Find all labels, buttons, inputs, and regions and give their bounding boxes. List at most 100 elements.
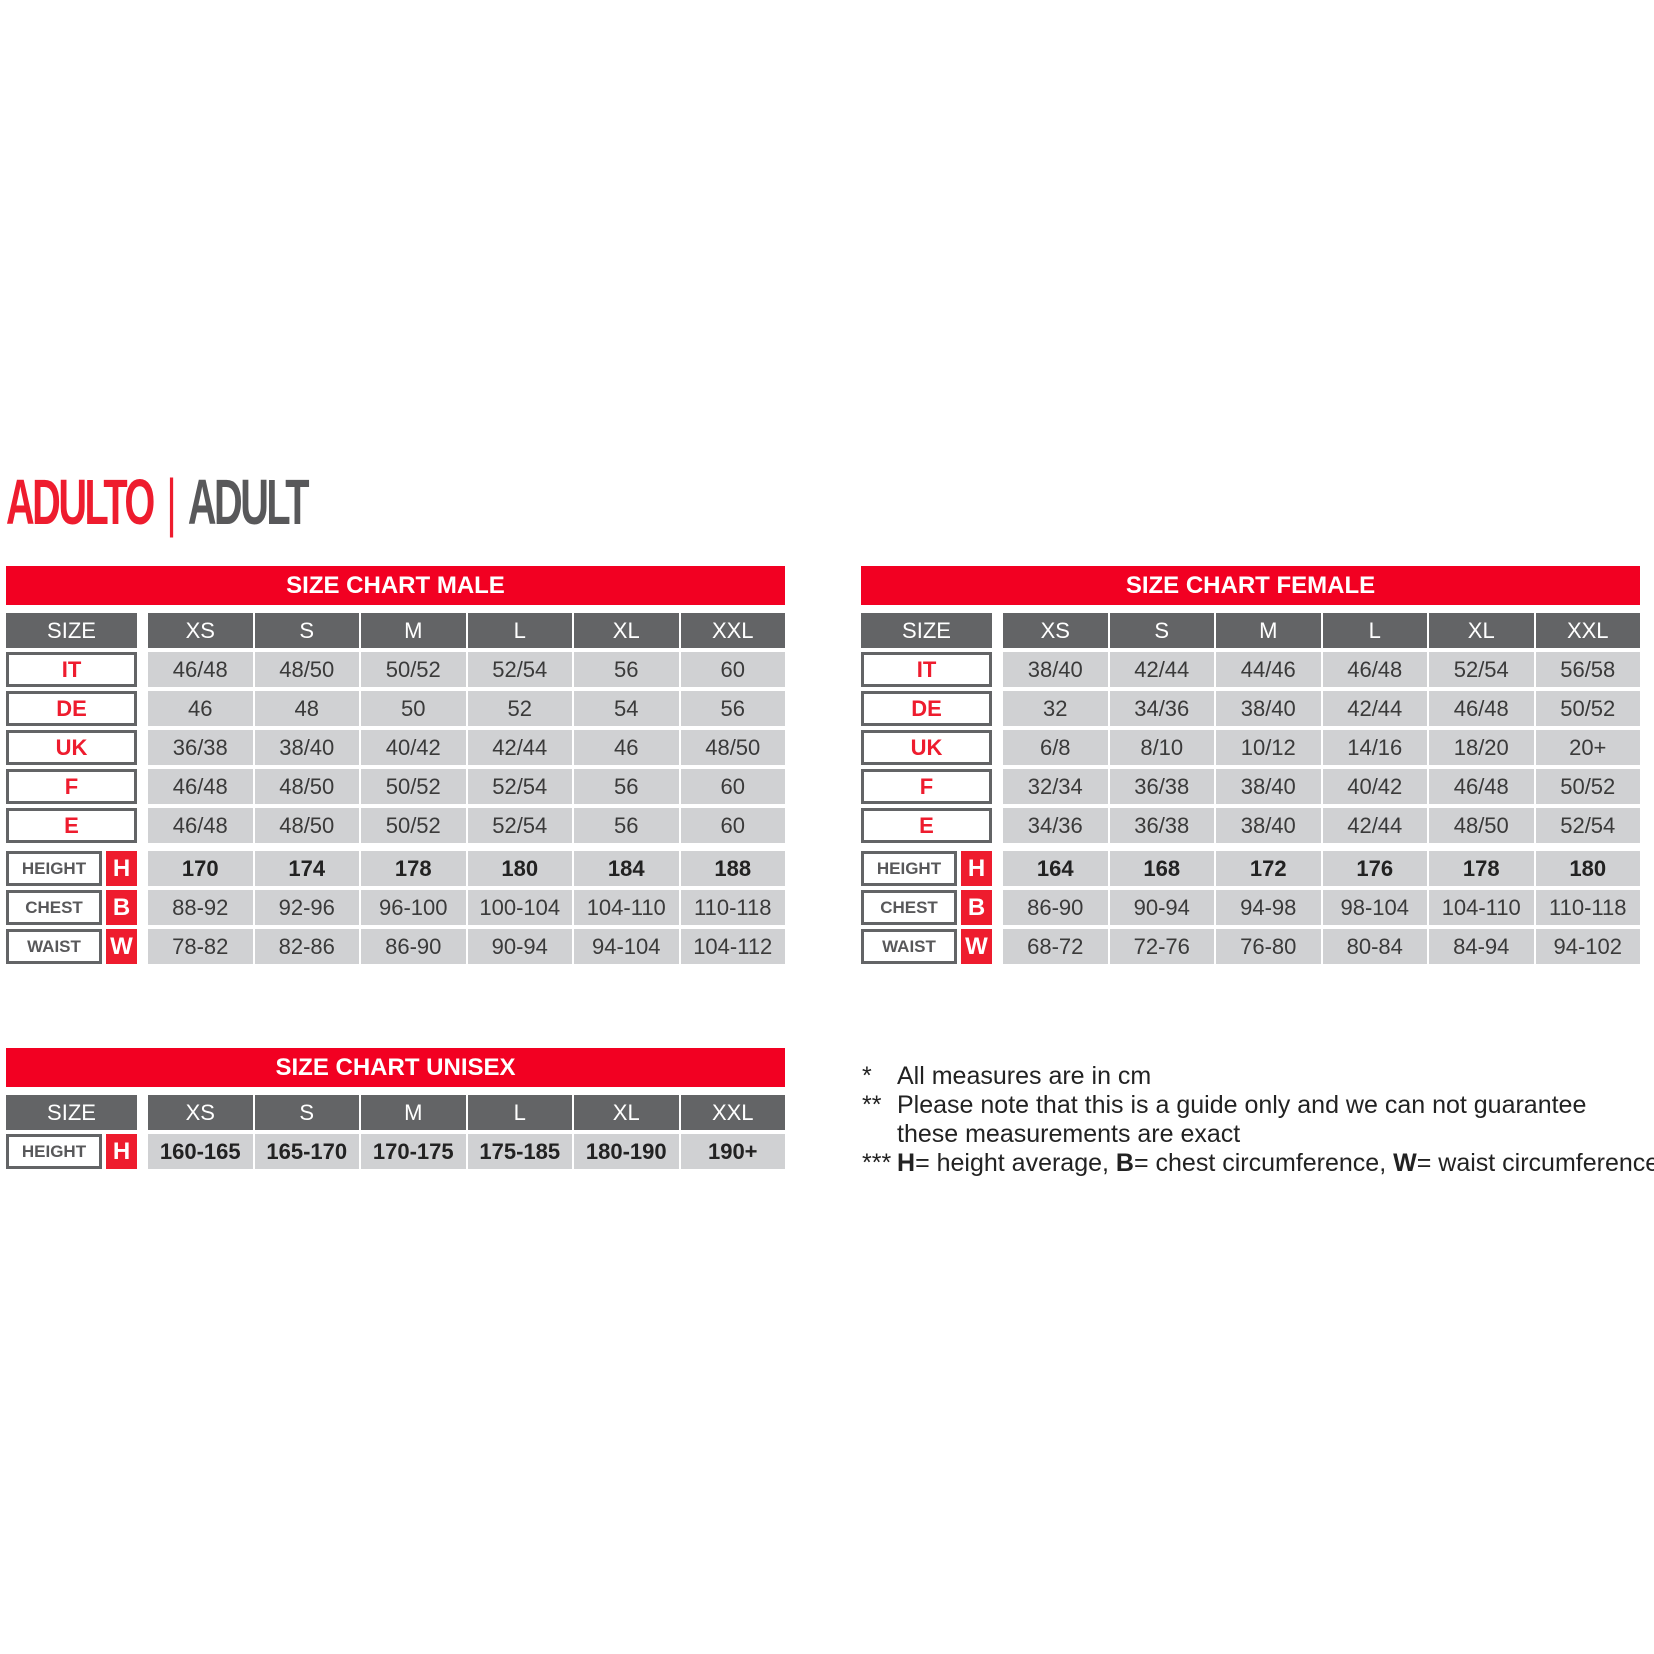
measure-label: HEIGHT H: [6, 851, 137, 886]
table-cell: 90-94: [467, 929, 572, 964]
table-cell: 104-110: [574, 890, 679, 925]
measure-row: WAIST W 68-72 72-76 76-80 80-84 84-94 94-102: [861, 929, 1640, 964]
table-cell: 38/40: [1216, 691, 1321, 726]
measure-letter: W: [106, 929, 137, 964]
size-column-header: XS: [1003, 613, 1108, 648]
table-cell: 44/46: [1216, 652, 1321, 687]
table-cell: 38/40: [1216, 808, 1321, 843]
table-cell: 178: [361, 851, 466, 886]
measure-name: HEIGHT: [6, 1134, 102, 1169]
measure-row: HEIGHT H 160-165 165-170 170-175 175-185 180-1…: [6, 1134, 785, 1169]
note-key: H: [897, 1149, 916, 1177]
table-row: DE 46 48 50 52 54 56: [6, 691, 785, 726]
table-cell: 180: [1535, 851, 1640, 886]
table-cell: 72-76: [1109, 929, 1214, 964]
region-label: F: [861, 769, 992, 804]
table-cell: 94-104: [574, 929, 679, 964]
table-cell: 50/52: [361, 652, 466, 687]
table-cell: 76-80: [1216, 929, 1321, 964]
table-cell: 38/40: [1216, 769, 1321, 804]
table-cell: 92-96: [254, 890, 359, 925]
header-row: SIZE XS S M L XL XXL: [861, 613, 1640, 648]
table-row: E 34/36 36/38 38/40 42/44 48/50 52/54: [861, 808, 1640, 843]
table-cell: 178: [1429, 851, 1534, 886]
table-cell: 164: [1003, 851, 1108, 886]
table-cell: 52/54: [1535, 808, 1640, 843]
table-cell: 40/42: [1322, 769, 1427, 804]
size-column-header: M: [361, 613, 466, 648]
region-label: UK: [6, 730, 137, 765]
table-cell: 56: [680, 691, 785, 726]
table-cell: 10/12: [1216, 730, 1321, 765]
measure-name: CHEST: [861, 890, 957, 925]
table-cell: 34/36: [1003, 808, 1108, 843]
measure-name: WAIST: [861, 929, 957, 964]
table-cell: 84-94: [1429, 929, 1534, 964]
table-cell: 110-118: [680, 890, 785, 925]
table-row: IT 46/48 48/50 50/52 52/54 56 60: [6, 652, 785, 687]
table-cell: 188: [680, 851, 785, 886]
table-cell: 46/48: [148, 808, 253, 843]
table-cell: 36/38: [148, 730, 253, 765]
note-def: = height average,: [915, 1149, 1116, 1177]
measure-label: HEIGHT H: [6, 1134, 137, 1169]
note-marker: *: [862, 1062, 872, 1090]
region-label: IT: [6, 652, 137, 687]
note-key: W: [1393, 1149, 1417, 1177]
note-line: *** H= height average, B= chest circumfer…: [862, 1149, 1654, 1178]
size-column-header: XL: [574, 613, 679, 648]
size-column-header: L: [467, 613, 572, 648]
table-cell: 52/54: [467, 652, 572, 687]
title-italian: ADULTO: [6, 466, 155, 538]
table-cell: 50/52: [1535, 769, 1640, 804]
table-cell: 104-112: [680, 929, 785, 964]
table-cell: 170: [148, 851, 253, 886]
size-column-header: XL: [1429, 613, 1534, 648]
size-column-header: M: [1216, 613, 1321, 648]
size-column-header: XXL: [680, 1095, 785, 1130]
header-row: SIZE XS S M L XL XXL: [6, 613, 785, 648]
table-cell: 46/48: [1322, 652, 1427, 687]
region-label: F: [6, 769, 137, 804]
table-cell: 90-94: [1109, 890, 1214, 925]
table-cell: 32/34: [1003, 769, 1108, 804]
table-cell: 56: [574, 769, 679, 804]
table-cell: 94-102: [1535, 929, 1640, 964]
region-label: E: [861, 808, 992, 843]
measure-letter: H: [106, 1134, 137, 1169]
table-cell: 48/50: [254, 769, 359, 804]
table-cell: 36/38: [1109, 769, 1214, 804]
title-separator: |: [166, 466, 176, 538]
note-key: B: [1115, 1149, 1134, 1177]
table-cell: 52/54: [1429, 652, 1534, 687]
size-header: SIZE: [6, 1095, 137, 1130]
table-row: IT 38/40 42/44 44/46 46/48 52/54 56/58: [861, 652, 1640, 687]
note-text: these measurements are exact: [897, 1120, 1241, 1148]
table-cell: 86-90: [361, 929, 466, 964]
size-column-header: XL: [574, 1095, 679, 1130]
table-cell: 52: [467, 691, 572, 726]
note-line: ** Please note that this is a guide only …: [862, 1091, 1654, 1120]
table-cell: 56: [574, 652, 679, 687]
table-cell: 86-90: [1003, 890, 1108, 925]
note-def: = chest circumference,: [1133, 1149, 1394, 1177]
table-cell: 48/50: [254, 808, 359, 843]
size-column-header: L: [467, 1095, 572, 1130]
measure-row: HEIGHT H 170 174 178 180 184 188: [6, 851, 785, 886]
table-cell: 98-104: [1322, 890, 1427, 925]
table-cell: 172: [1216, 851, 1321, 886]
measure-label: WAIST W: [6, 929, 137, 964]
measure-letter: W: [961, 929, 992, 964]
table-cell: 78-82: [148, 929, 253, 964]
table-cell: 42/44: [1322, 808, 1427, 843]
table-cell: 20+: [1535, 730, 1640, 765]
table-cell: 46/48: [1429, 691, 1534, 726]
note-marker: [862, 1120, 897, 1149]
chart-title: SIZE CHART UNISEX: [6, 1048, 785, 1087]
table-cell: 96-100: [361, 890, 466, 925]
table-cell: 42/44: [467, 730, 572, 765]
table-cell: 176: [1322, 851, 1427, 886]
measure-name: CHEST: [6, 890, 102, 925]
table-cell: 80-84: [1322, 929, 1427, 964]
table-cell: 6/8: [1003, 730, 1108, 765]
